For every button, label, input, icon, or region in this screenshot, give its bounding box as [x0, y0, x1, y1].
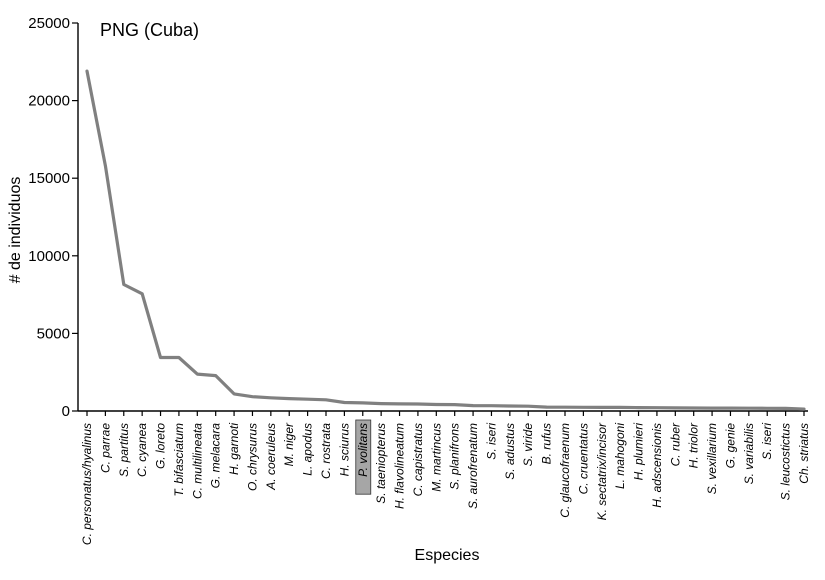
x-tick-label: G. genie: [723, 423, 737, 469]
x-tick-group: L. apodus: [301, 423, 315, 476]
x-tick-group: C. ruber: [668, 422, 682, 466]
x-tick-group: P. volitans: [355, 419, 372, 495]
x-tick-group: S. iseri: [484, 423, 498, 460]
x-tick-group: S. taeniopterus: [374, 423, 388, 504]
y-tick-label: 5000: [37, 325, 70, 342]
x-tick-label: S. planifrons: [448, 423, 462, 490]
x-tick-group: C. capistratus: [411, 423, 425, 496]
x-tick-label: H. garnoti: [227, 423, 241, 475]
x-tick-label: H. triolor: [687, 422, 701, 468]
x-tick-group: C. multilineata: [190, 423, 204, 499]
x-tick-label: S. variabilis: [742, 423, 756, 484]
x-tick-group: C. rostrata: [319, 423, 333, 479]
x-tick-label: A. coeruleus: [264, 423, 278, 491]
x-tick-group: C. personatus/hyalinus: [80, 423, 94, 545]
x-tick-group: C. cruentatus: [576, 423, 590, 494]
x-tick-label: L. mahogoni: [613, 423, 627, 489]
x-tick-group: S. aurofrenatum: [466, 423, 480, 509]
x-tick-label: C. capistratus: [411, 423, 425, 496]
x-tick-label: S. iseri: [760, 423, 774, 460]
x-tick-group: H. garnoti: [227, 423, 241, 475]
y-tick-label: 10000: [28, 248, 70, 265]
x-tick-group: H. adscensionis: [650, 423, 664, 508]
x-tick-label: L. apodus: [301, 423, 315, 476]
x-tick-label: C. personatus/hyalinus: [80, 423, 94, 545]
x-tick-label: S. adustus: [503, 423, 517, 480]
x-tick-group: B. rufus: [540, 423, 554, 464]
x-tick-label: B. rufus: [540, 423, 554, 464]
plot-area: 0 5000 10000 15000 20000 25000 C. personatus/h…: [28, 15, 811, 545]
x-tick-label: P. volitans: [356, 423, 370, 477]
x-tick-label: O. chrysurus: [245, 423, 259, 491]
x-tick-label: H. flavolineatum: [393, 423, 407, 509]
x-tick-label: C. rostrata: [319, 423, 333, 479]
x-tick-label: S. partitus: [117, 423, 131, 477]
x-tick-group: T. bifasciatum: [172, 423, 186, 497]
x-tick-group: C. cyanea: [135, 423, 149, 477]
x-tick-label: C. cyanea: [135, 423, 149, 477]
x-tick-group: G. melacara: [209, 423, 223, 489]
x-tick-group: L. mahogoni: [613, 423, 627, 489]
x-tick-group: S. adustus: [503, 423, 517, 480]
chart-title: PNG (Cuba): [100, 20, 199, 40]
x-tick-group: O. chrysurus: [245, 423, 259, 491]
x-tick-group: M. niger: [282, 422, 296, 466]
x-tick-label: M. niger: [282, 422, 296, 466]
x-tick-label: S. iseri: [484, 423, 498, 460]
highlight-box: [355, 419, 372, 495]
x-tick-label: H. sciurus: [337, 423, 351, 476]
x-tick-label: S. aurofrenatum: [466, 423, 480, 509]
x-tick-label: G. loreto: [154, 423, 168, 469]
x-tick-label: M. martincus: [429, 423, 443, 492]
x-tick-group: H. triolor: [687, 422, 701, 468]
x-tick-label: C. multilineata: [190, 423, 204, 499]
x-tick-group: A. coeruleus: [264, 423, 278, 491]
x-tick-label: G. melacara: [209, 423, 223, 489]
y-tick-label: 25000: [28, 15, 70, 32]
x-tick-label: C. ruber: [668, 422, 682, 466]
x-tick-label: S. taeniopterus: [374, 423, 388, 504]
x-tick-group: S. vexillarium: [705, 423, 719, 494]
x-tick-group: H. flavolineatum: [393, 423, 407, 509]
x-tick-label: K. sectatrix/incisor: [595, 422, 609, 520]
x-tick-label: C. cruentatus: [576, 423, 590, 494]
x-tick-label: C. parrae: [98, 423, 112, 473]
x-tick-group: S. variabilis: [742, 423, 756, 484]
x-tick-label: S. leucostictus: [779, 423, 793, 500]
series-line: [85, 69, 806, 411]
x-tick-group: S. viride: [521, 423, 535, 467]
x-tick-label: C. glaucofraenum: [558, 423, 572, 518]
y-tick-label: 15000: [28, 170, 70, 187]
x-tick-group: S. partitus: [117, 423, 131, 477]
x-tick-group: K. sectatrix/incisor: [595, 422, 609, 520]
x-tick-group: S. leucostictus: [779, 423, 793, 500]
x-tick-group: H. sciurus: [337, 423, 351, 476]
x-tick-group: C. parrae: [98, 423, 112, 473]
x-tick-label: Ch. striatus: [797, 423, 811, 484]
y-tick-label: 0: [62, 403, 70, 420]
y-axis-title: # de individuos: [7, 177, 24, 284]
x-tick-group: S. planifrons: [448, 423, 462, 490]
x-tick-label: S. vexillarium: [705, 423, 719, 494]
x-tick-group: Ch. striatus: [797, 423, 811, 484]
x-tick-group: G. loreto: [154, 423, 168, 469]
x-axis-title: Especies: [415, 547, 480, 564]
x-tick-group: M. martincus: [429, 423, 443, 492]
x-tick-group: S. iseri: [760, 423, 774, 460]
x-tick-group: H. plumieri: [632, 423, 646, 481]
y-tick-label: 20000: [28, 93, 70, 110]
x-tick-label: S. viride: [521, 423, 535, 467]
x-tick-label: H. adscensionis: [650, 423, 664, 508]
x-tick-label: T. bifasciatum: [172, 423, 186, 497]
x-tick-group: G. genie: [723, 423, 737, 469]
x-tick-group: C. glaucofraenum: [558, 423, 572, 518]
x-tick-label: H. plumieri: [632, 423, 646, 481]
